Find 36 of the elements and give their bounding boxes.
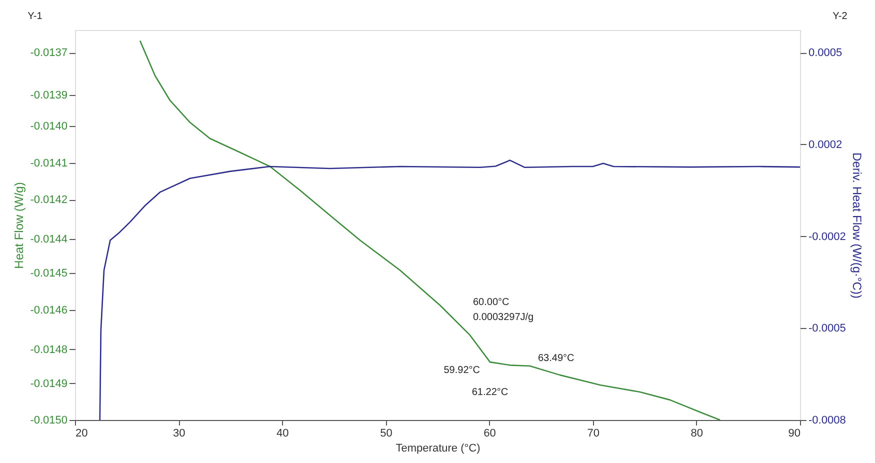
x-tick-label: 50 xyxy=(380,428,392,440)
y-tick-label: -0.0148 xyxy=(30,344,68,356)
x-tick-label: 40 xyxy=(276,428,289,440)
y2-tick-label: -0.0005 xyxy=(808,322,846,335)
text: Y-2 xyxy=(832,11,848,22)
y-tick-label: -0.0139 xyxy=(30,90,68,102)
annotation: 59.92°C xyxy=(444,365,480,376)
y-tick-label: -0.0150 xyxy=(30,414,68,426)
line-series xyxy=(139,40,721,420)
y-tick-label: -0.0137 xyxy=(30,47,68,60)
y2-tick-label: -0.0002 xyxy=(808,230,846,243)
y-axis-title: Heat Flow (W/g) xyxy=(12,182,26,269)
y-tick-label: -0.0146 xyxy=(30,304,68,316)
x-axis-title: Temperature (°C) xyxy=(396,442,480,454)
annotation: 63.49°C xyxy=(538,353,574,364)
x-tick-label: 60 xyxy=(484,428,496,440)
y-tick-label: -0.0141 xyxy=(30,157,68,170)
y2-tick-label: 0.0002 xyxy=(808,138,842,151)
y-tick-label: -0.0142 xyxy=(30,194,68,206)
line-series xyxy=(99,160,800,420)
y-tick-label: -0.0140 xyxy=(30,120,68,133)
x-tick-label: 90 xyxy=(788,428,800,440)
y-tick-label: -0.0149 xyxy=(30,378,68,390)
y2-tick-label: 0.0005 xyxy=(808,47,842,60)
x-tick-label: 80 xyxy=(690,428,704,440)
annotation: 60.00°C xyxy=(473,297,510,308)
text: Y-1 xyxy=(28,11,43,22)
annotation: 0.0003297J/g xyxy=(473,312,534,323)
y-tick-label: -0.0145 xyxy=(30,268,68,280)
y2-tick-label: -0.0008 xyxy=(808,414,846,426)
y2-axis-title: Deriv. Heat Flow (W/(g·°C)) xyxy=(850,152,864,298)
x-tick-label: 70 xyxy=(587,428,600,440)
x-tick-label: 30 xyxy=(172,428,186,440)
y-tick-label: -0.0144 xyxy=(30,234,68,246)
annotation: 61.22°C xyxy=(472,387,508,398)
x-tick-label: 20 xyxy=(76,428,88,440)
